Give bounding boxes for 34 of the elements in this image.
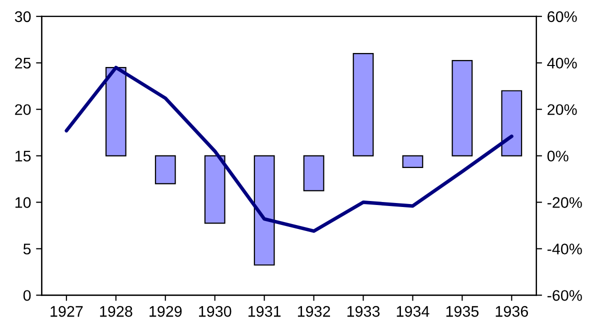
x-tick-label: 1931 <box>248 306 281 317</box>
y2-tick-label: 20% <box>548 104 577 116</box>
bar <box>303 155 324 192</box>
y-tick-label: 25 <box>15 58 31 69</box>
y2-tick-label: -20% <box>547 197 582 208</box>
x-tick-label: 1933 <box>347 306 380 317</box>
y-tick-label: 20 <box>15 104 31 116</box>
bar <box>254 155 275 266</box>
bar <box>154 155 176 184</box>
x-tick-label: 1936 <box>496 306 528 317</box>
y-tick-label: 10 <box>15 197 31 208</box>
y-tick-label: 30 <box>14 11 31 22</box>
bar <box>402 155 424 168</box>
bar <box>452 60 473 156</box>
y2-tick-label: -60% <box>547 290 582 301</box>
bar <box>501 90 522 156</box>
y2-tick-label: -40% <box>547 244 582 254</box>
y-tick-label: 15 <box>15 150 31 162</box>
y2-tick-label: 0% <box>547 150 568 162</box>
x-tick-label: 1929 <box>150 306 182 317</box>
x-tick-label: 1932 <box>298 306 330 317</box>
y2-tick-label: 60% <box>548 11 577 22</box>
bar <box>105 66 126 156</box>
line-series <box>64 66 514 233</box>
x-tick-label: 1934 <box>396 306 430 317</box>
y2-tick-label: 40% <box>547 58 577 69</box>
x-tick-label: 1935 <box>446 306 479 317</box>
bar <box>352 53 374 156</box>
bar <box>204 155 226 224</box>
y-tick-label: 0 <box>23 290 31 301</box>
x-tick-label: 1927 <box>50 306 83 317</box>
y-tick-label: 5 <box>23 244 31 254</box>
x-tick-label: 1930 <box>199 306 232 317</box>
x-tick-label: 1928 <box>100 306 132 317</box>
